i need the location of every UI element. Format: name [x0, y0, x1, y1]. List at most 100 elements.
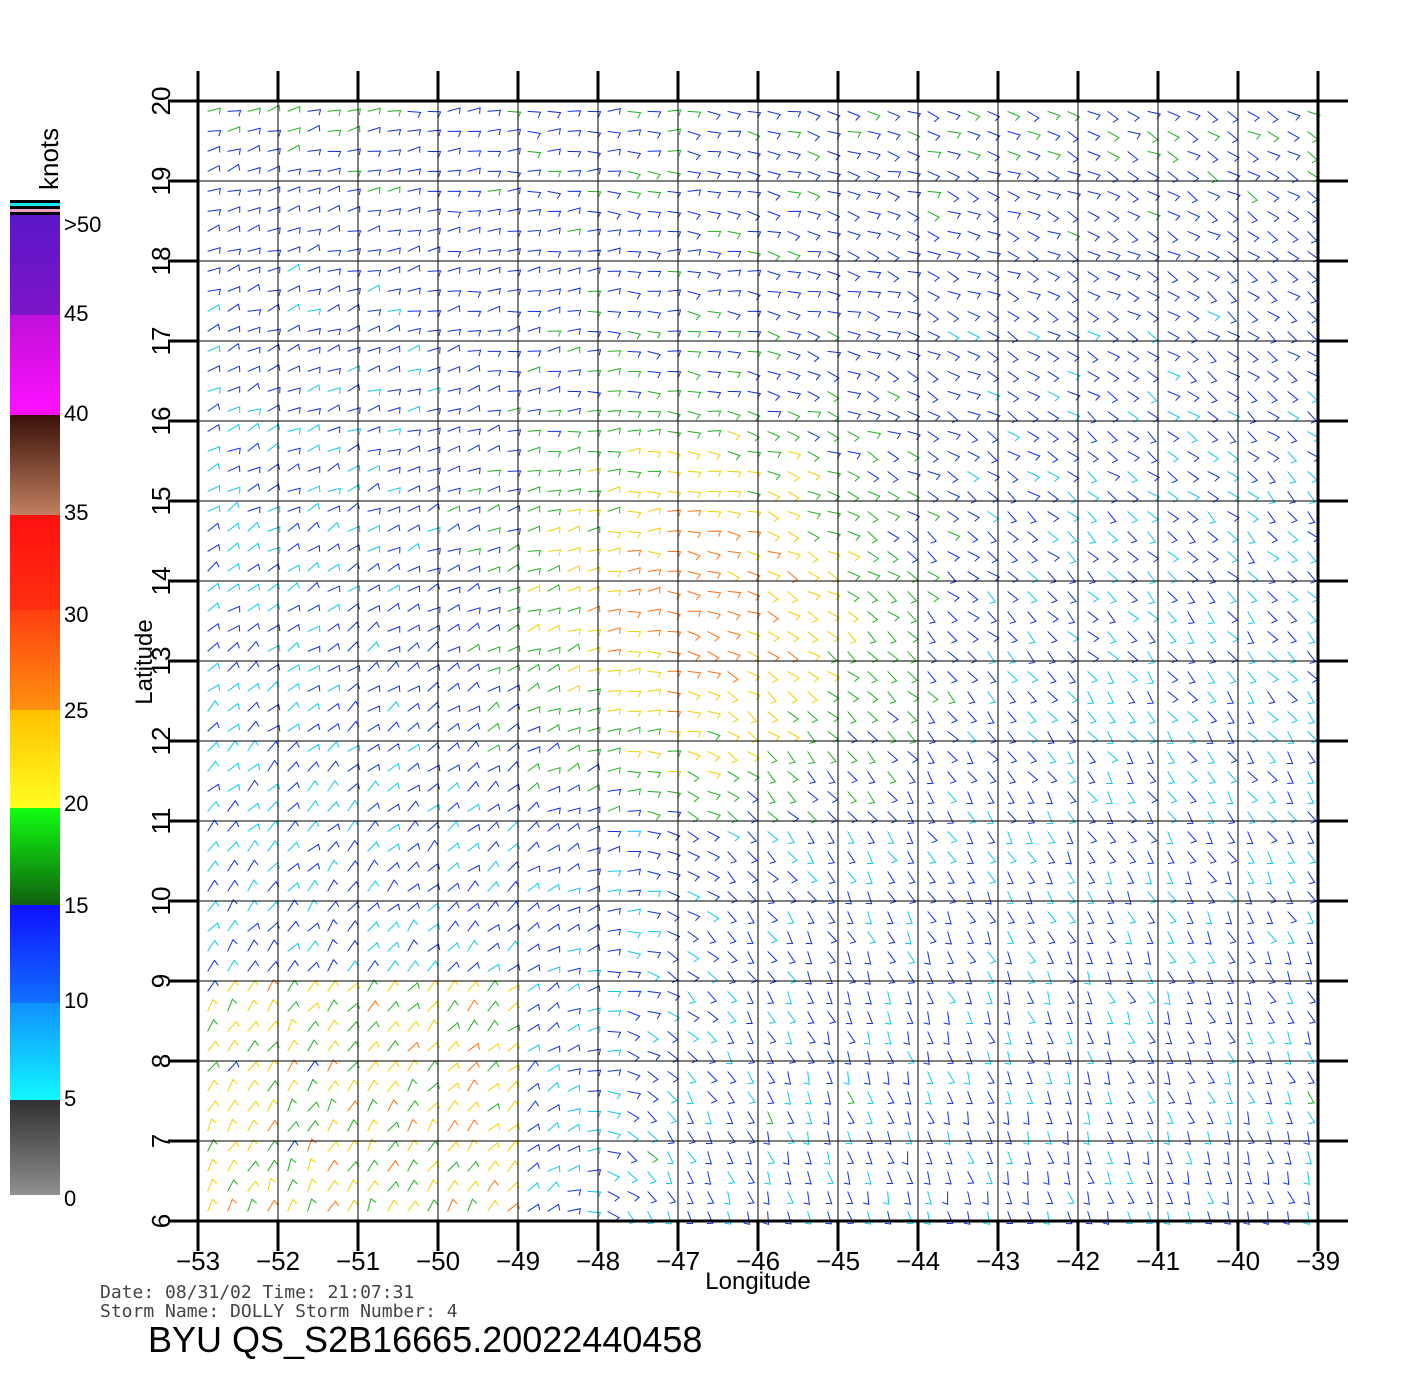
- wind-barb: [407, 1002, 421, 1012]
- wind-barb: [467, 1119, 479, 1132]
- wind-barb: [727, 150, 742, 160]
- wind-barb: [507, 470, 522, 477]
- wind-barb: [247, 542, 261, 552]
- wind-barb: [767, 951, 778, 964]
- wind-barb: [1287, 290, 1301, 302]
- wind-barb: [785, 1031, 793, 1045]
- wind-barb: [467, 1019, 479, 1032]
- wind-barb: [787, 270, 802, 279]
- wind-barb: [667, 289, 682, 296]
- wind-barb: [1027, 591, 1038, 604]
- wind-barb: [647, 650, 662, 660]
- wind-barb: [1183, 1191, 1191, 1205]
- wind-barb: [207, 1138, 218, 1152]
- wind-barb: [747, 110, 762, 119]
- wind-barb: [1267, 231, 1279, 244]
- wind-barb: [847, 510, 861, 522]
- wind-barb: [387, 721, 400, 732]
- wind-barb: [667, 270, 682, 278]
- wind-barb: [307, 800, 319, 812]
- wind-barb: [247, 1039, 259, 1052]
- wind-barb: [1147, 550, 1160, 563]
- wind-barb: [844, 951, 852, 965]
- wind-barb: [647, 1010, 662, 1019]
- wind-barb: [787, 310, 801, 321]
- wind-barb: [567, 190, 582, 198]
- wind-barb: [1127, 290, 1140, 303]
- wind-barb: [707, 190, 722, 199]
- wind-barb: [387, 1020, 400, 1032]
- wind-barb: [227, 723, 241, 732]
- wind-barb: [1247, 170, 1261, 181]
- wind-barb: [747, 851, 758, 864]
- wind-barb: [667, 570, 682, 577]
- wind-barb: [1007, 731, 1017, 744]
- wind-barb: [647, 608, 662, 616]
- wind-barb: [207, 145, 221, 153]
- wind-barb: [1047, 1151, 1055, 1164]
- wind-barb: [287, 463, 301, 472]
- wind-barb: [307, 149, 322, 156]
- wind-barb: [843, 1171, 851, 1185]
- wind-barb: [327, 1019, 339, 1032]
- wind-barb: [307, 244, 321, 252]
- wind-barb: [647, 110, 662, 118]
- wind-barb: [807, 1051, 815, 1064]
- wind-barb: [287, 406, 301, 414]
- wind-barb: [327, 204, 341, 212]
- wind-barb: [987, 951, 997, 964]
- wind-barb: [247, 622, 261, 632]
- wind-barb: [823, 1031, 831, 1045]
- wind-barb: [987, 751, 999, 763]
- wind-barb: [547, 981, 560, 992]
- wind-barb: [227, 799, 239, 812]
- wind-barb: [867, 931, 877, 944]
- wind-barb: [1207, 511, 1217, 524]
- wind-barb: [607, 530, 622, 539]
- wind-barb: [867, 250, 880, 263]
- wind-barb: [447, 387, 461, 395]
- wind-barb: [307, 545, 321, 552]
- wind-barb: [627, 210, 642, 220]
- wind-barb: [347, 464, 361, 472]
- wind-barb: [1027, 611, 1037, 624]
- y-tick-label: 7: [146, 1134, 176, 1148]
- wind-barb: [387, 903, 401, 912]
- wind-barb: [547, 1143, 561, 1152]
- wind-barb: [1227, 971, 1235, 985]
- wind-barb: [1187, 250, 1201, 262]
- wind-barb: [987, 591, 997, 604]
- wind-barb: [1066, 831, 1074, 845]
- wind-barb: [507, 861, 520, 872]
- wind-barb: [1226, 1091, 1234, 1104]
- wind-barb: [1287, 311, 1298, 324]
- wind-barb: [927, 971, 934, 985]
- wind-barb: [1087, 250, 1101, 261]
- wind-barb: [1027, 1051, 1035, 1064]
- wind-barb: [747, 1111, 755, 1125]
- wind-barb: [507, 1001, 520, 1012]
- wind-barb: [847, 1111, 855, 1125]
- wind-barb: [687, 130, 701, 141]
- wind-barb: [747, 791, 759, 804]
- wind-barb: [227, 998, 238, 1012]
- wind-barb: [707, 530, 722, 537]
- wind-barb: [387, 742, 401, 752]
- wind-barb: [267, 364, 281, 372]
- wind-barb: [1307, 311, 1318, 324]
- wind-barb: [227, 423, 241, 432]
- wind-barb: [747, 470, 762, 479]
- wind-barb: [587, 249, 602, 257]
- wind-barb: [1107, 130, 1120, 142]
- wind-barb: [547, 624, 561, 632]
- wind-barb: [587, 526, 601, 534]
- wind-barb: [947, 210, 962, 220]
- wind-barb: [767, 450, 782, 459]
- wind-barb: [647, 830, 662, 840]
- wind-barb: [726, 1051, 733, 1065]
- wind-barb: [307, 308, 322, 316]
- wind-barb: [1247, 510, 1259, 523]
- wind-barb: [267, 663, 281, 672]
- wind-barb: [807, 330, 821, 342]
- wind-barb: [907, 330, 921, 342]
